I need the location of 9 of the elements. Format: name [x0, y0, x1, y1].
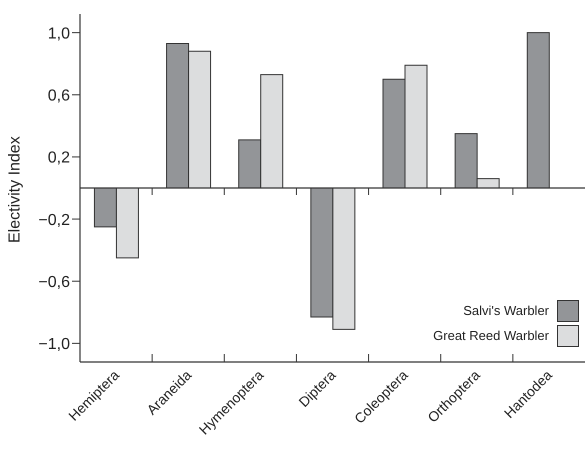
y-axis-title: Electivity Index: [6, 136, 24, 243]
y-tick-label: −1,0: [38, 336, 70, 354]
y-tick-label: 0,6: [48, 87, 70, 104]
y-tick-label: 0,2: [48, 150, 70, 167]
legend-label: Great Reed Warbler: [433, 328, 549, 344]
y-tick-label: 1,0: [48, 25, 70, 42]
y-tick-label: −0,6: [38, 274, 70, 291]
legend-label: Salvi's Warbler: [463, 303, 549, 318]
y-tick-label: −0,2: [38, 212, 70, 229]
